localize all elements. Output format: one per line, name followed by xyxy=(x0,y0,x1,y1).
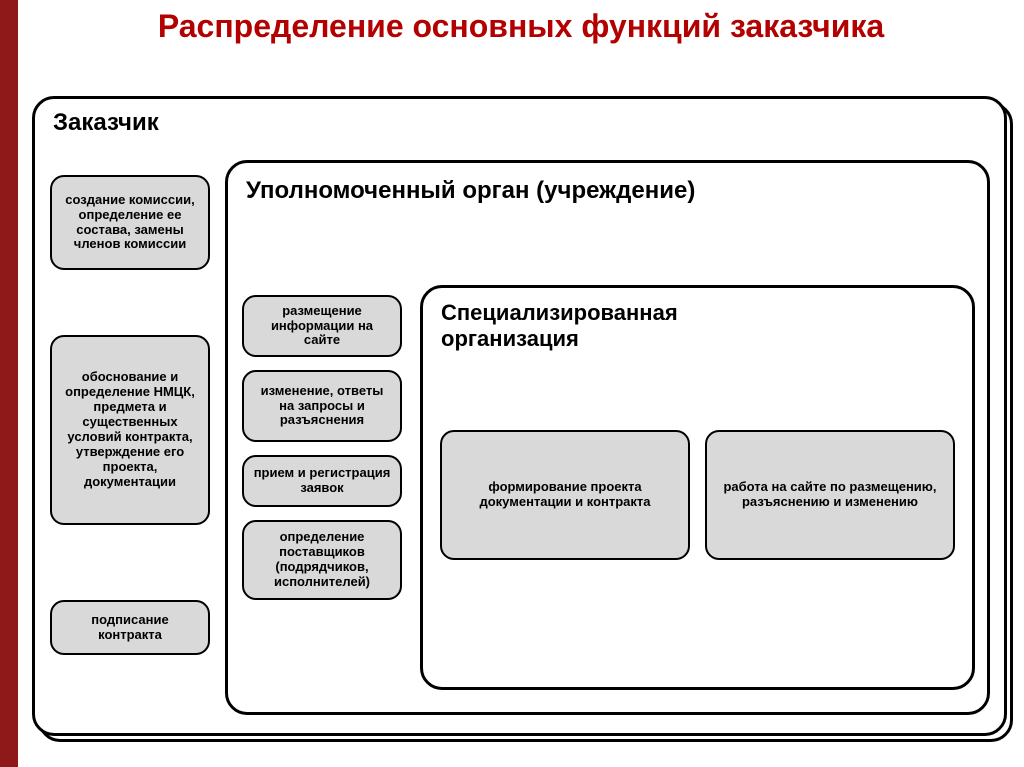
customer-box-commission: создание комиссии, определение ее состав… xyxy=(50,175,210,270)
authorized-box-changes: изменение, ответы на запросы и разъяснен… xyxy=(242,370,402,442)
specialized-box-site: работа на сайте по размещению, разъяснен… xyxy=(705,430,955,560)
specialized-box-docs: формирование проекта документации и конт… xyxy=(440,430,690,560)
customer-title: Заказчик xyxy=(53,109,159,137)
authorized-box-publish: размещение информации на сайте xyxy=(242,295,402,357)
authorized-box-suppliers: определение поставщиков (подрядчиков, ис… xyxy=(242,520,402,600)
customer-box-sign: подписание контракта xyxy=(50,600,210,655)
accent-bar xyxy=(0,0,18,767)
authorized-box-registration: прием и регистрация заявок xyxy=(242,455,402,507)
specialized-title: Специализированная организация xyxy=(441,300,821,353)
page-title: Распределение основных функций заказчика xyxy=(18,8,1024,45)
authorized-title: Уполномоченный орган (учреждение) xyxy=(246,177,695,205)
customer-box-nmck: обоснование и определение НМЦК, предмета… xyxy=(50,335,210,525)
